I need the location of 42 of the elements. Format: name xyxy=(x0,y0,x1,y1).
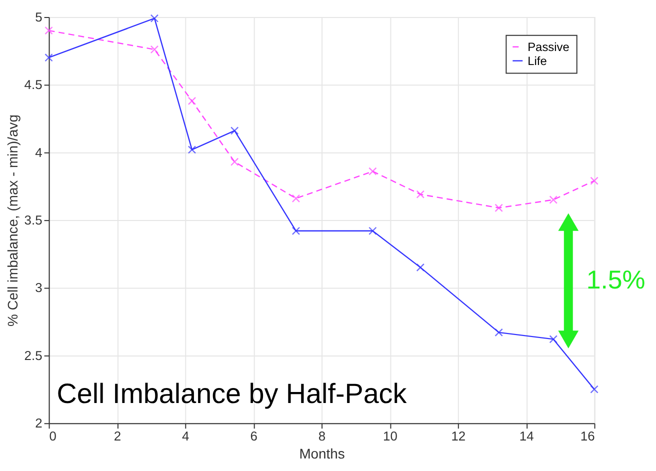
y-tick-label: 4 xyxy=(35,144,42,160)
y-tick-label: 3 xyxy=(35,280,42,296)
x-tick-label: 16 xyxy=(580,428,595,444)
x-tick-label: 14 xyxy=(519,428,534,444)
text: Cell Imbalance by Half-Pack xyxy=(56,378,407,410)
point xyxy=(44,26,53,35)
point xyxy=(292,194,300,203)
legend-label: Life xyxy=(528,54,548,68)
y-axis-title: % Cell imbalance, (max - min)/avg xyxy=(4,114,20,327)
point xyxy=(150,45,159,54)
point xyxy=(416,263,425,272)
y-tick-label: 5 xyxy=(35,9,42,24)
point xyxy=(368,226,377,236)
y-tick-label: 3.5 xyxy=(24,212,42,228)
x-tick-label: 12 xyxy=(451,428,466,444)
y-tick-label: 2.5 xyxy=(24,348,42,363)
annotation: 1.5% xyxy=(586,266,646,295)
point xyxy=(230,126,239,135)
point xyxy=(150,14,159,22)
point xyxy=(188,146,196,154)
point xyxy=(416,190,425,198)
point xyxy=(44,53,53,62)
x-tick-label: 4 xyxy=(182,428,190,444)
point xyxy=(549,335,558,344)
y-tick-label: 2 xyxy=(35,416,42,431)
point xyxy=(188,96,196,106)
point xyxy=(292,226,300,236)
point xyxy=(549,196,558,204)
x-tick-label: 8 xyxy=(318,428,326,444)
x-tick-label: 6 xyxy=(250,428,258,444)
x-axis-title: Months xyxy=(299,445,345,462)
y-tick-label: 4.5 xyxy=(24,77,42,92)
x-tick-label: 0 xyxy=(49,428,56,444)
point xyxy=(590,176,598,185)
point xyxy=(494,328,503,337)
x-tick-label: 2 xyxy=(114,428,122,444)
legend-label: Passive xyxy=(528,40,570,54)
point xyxy=(590,385,598,394)
point xyxy=(230,158,239,166)
x-tick-label: 10 xyxy=(383,428,398,444)
point xyxy=(494,204,503,212)
point xyxy=(368,167,377,176)
